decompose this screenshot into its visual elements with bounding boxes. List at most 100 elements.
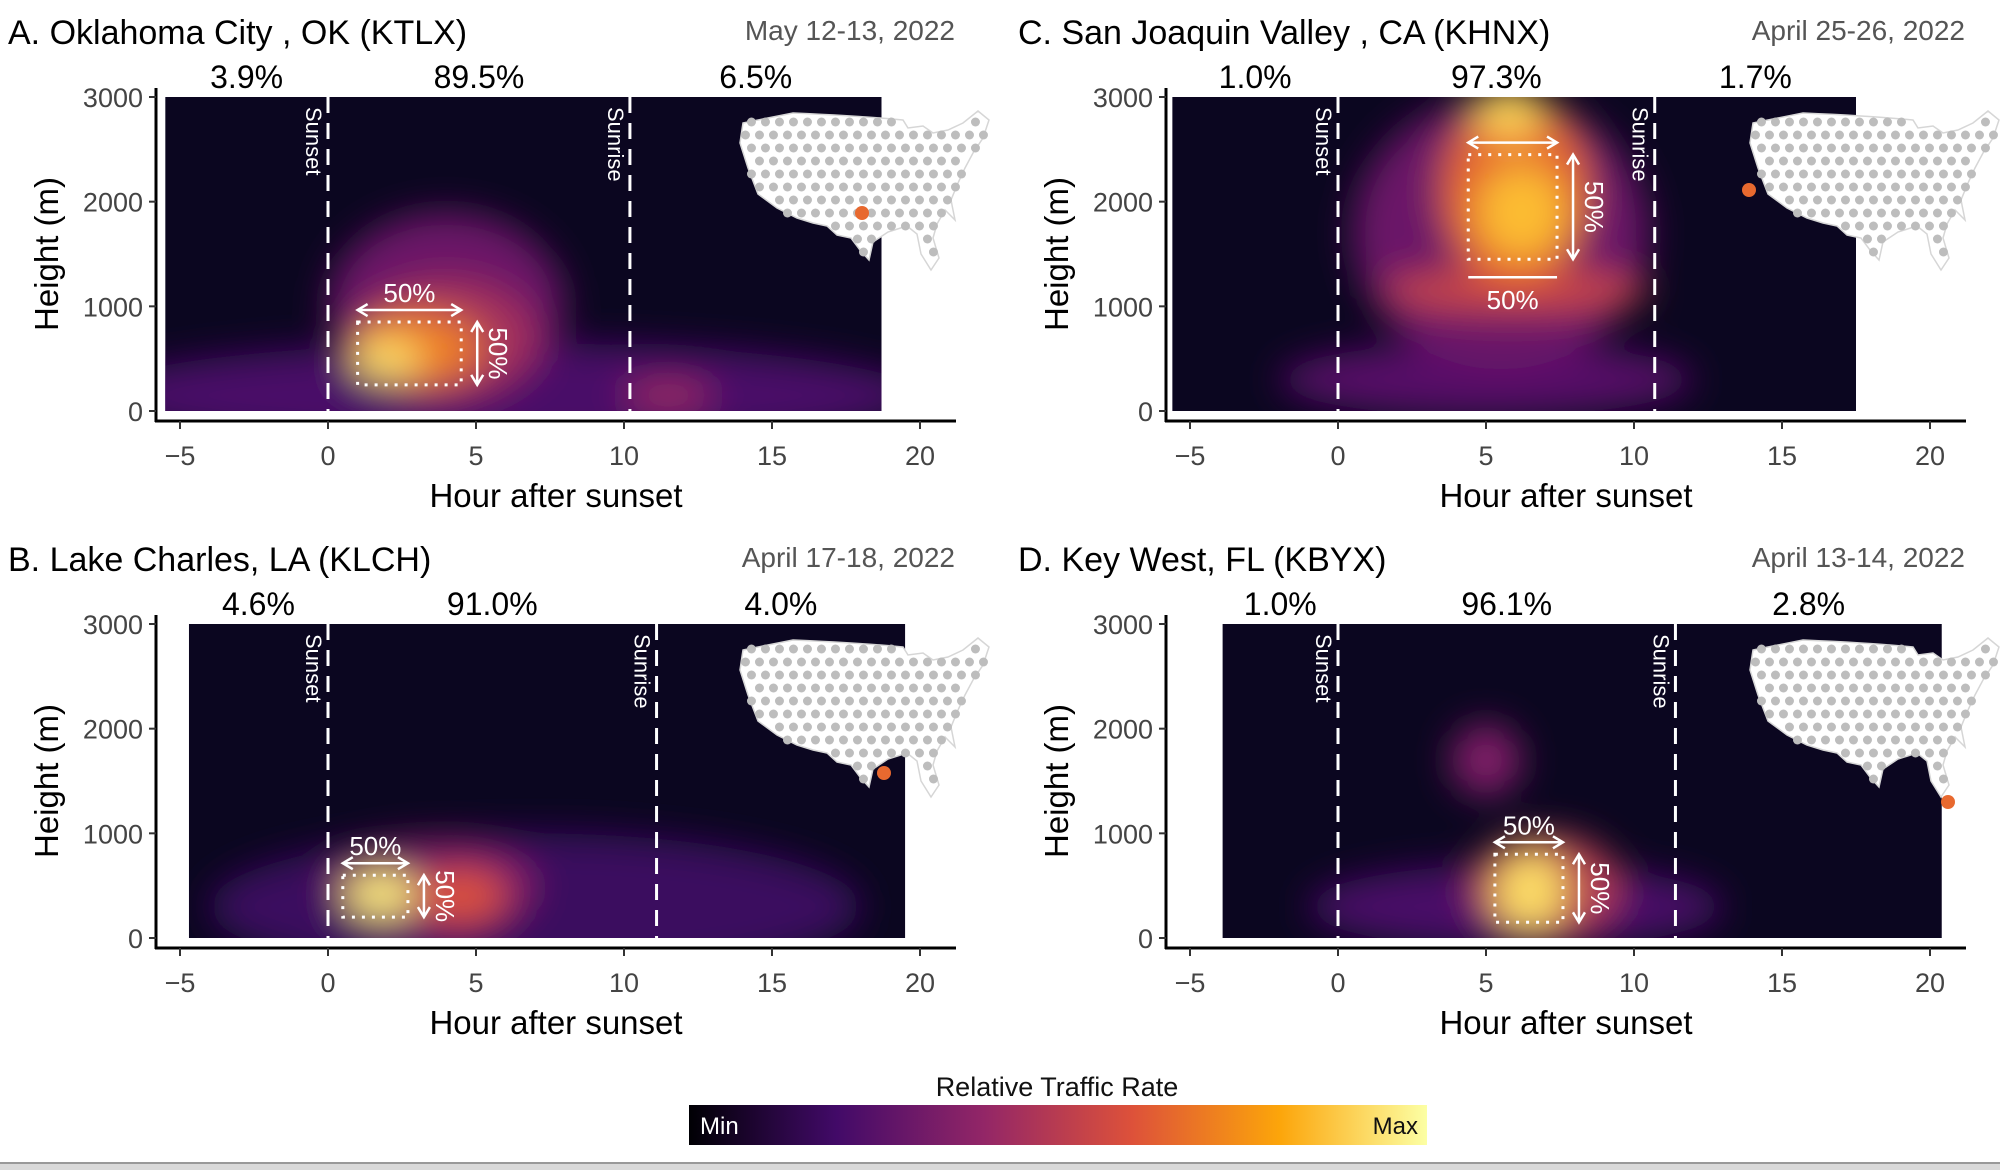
radar-station-dot <box>816 670 826 680</box>
radar-station-dot <box>886 670 896 680</box>
radar-station-dot <box>1840 117 1850 127</box>
radar-station-dot <box>866 657 876 667</box>
radar-station-dot <box>1946 735 1956 745</box>
radar-station-dot <box>894 709 904 719</box>
radar-station-dot <box>1904 709 1914 719</box>
radar-station-dot <box>1840 722 1850 732</box>
radar-station-dot <box>1826 670 1836 680</box>
arrow-heads <box>1565 152 1581 262</box>
radar-station-dot <box>942 670 952 680</box>
panel-date: April 13-14, 2022 <box>1752 542 1965 573</box>
radar-station-dot <box>1806 657 1816 667</box>
radar-station-dot <box>880 182 890 192</box>
radar-station-dot <box>1966 696 1976 706</box>
radar-station-dot <box>880 709 890 719</box>
radar-station-dot <box>886 195 896 205</box>
radar-station-dot <box>802 195 812 205</box>
heatmap <box>1172 97 1856 411</box>
fifty-percent-box <box>1466 153 1559 261</box>
legend-colorbar <box>689 1105 1427 1145</box>
radar-station-dot <box>858 748 868 758</box>
radar-station-dot <box>746 670 756 680</box>
radar-station-dot <box>942 169 952 179</box>
radar-station-dot <box>1868 195 1878 205</box>
period-percent-label: 1.7% <box>1719 59 1792 95</box>
radar-station-dot <box>1882 748 1892 758</box>
radar-station-dot <box>1862 735 1872 745</box>
radar-station-dot <box>1854 748 1864 758</box>
radar-station-dot <box>1826 143 1836 153</box>
radar-station-dot <box>1924 722 1934 732</box>
radar-station-dot <box>1960 156 1970 166</box>
radar-station-dot <box>802 696 812 706</box>
radar-station-dot <box>1918 683 1928 693</box>
x-tick-label: 0 <box>320 968 335 998</box>
box-width-label: 50% <box>383 278 435 308</box>
window-bottom-edge <box>0 1162 2000 1170</box>
radar-station-dot <box>760 696 770 706</box>
radar-station-dot <box>830 696 840 706</box>
radar-station-dot <box>1848 208 1858 218</box>
radar-station-dot <box>1890 657 1900 667</box>
box-width-label: 50% <box>1487 285 1539 315</box>
radar-station-dot <box>768 683 778 693</box>
radar-station-dot <box>1924 143 1934 153</box>
radar-station-dot <box>1924 169 1934 179</box>
radar-station-dot <box>746 169 756 179</box>
radar-station-dot <box>1792 208 1802 218</box>
heatmap-hotspot <box>345 871 417 918</box>
radar-station-dot <box>782 208 792 218</box>
radar-station-dot <box>1840 748 1850 758</box>
radar-station-dot <box>1784 670 1794 680</box>
radar-station-dot <box>928 221 938 231</box>
radar-station-dot <box>908 130 918 140</box>
radar-station-dot <box>1792 709 1802 719</box>
period-percent-label: 6.5% <box>719 59 792 95</box>
radar-station-dot <box>830 169 840 179</box>
y-axis-title: Height (m) <box>28 704 65 858</box>
sunrise-label: Sunrise <box>603 107 628 182</box>
radar-station-dot <box>922 683 932 693</box>
radar-station-dot <box>1854 722 1864 732</box>
x-tick-label: 20 <box>1915 968 1945 998</box>
y-tick-label: 2000 <box>83 715 143 745</box>
radar-station-dot <box>802 644 812 654</box>
radar-station-dot <box>1868 644 1878 654</box>
radar-station-dot <box>1980 117 1990 127</box>
radar-station-dot <box>1910 221 1920 231</box>
radar-station-dot <box>942 195 952 205</box>
radar-station-dot <box>760 169 770 179</box>
radar-station-dot <box>900 670 910 680</box>
radar-station-dot <box>788 722 798 732</box>
radar-station-dot <box>936 182 946 192</box>
radar-station-dot <box>914 195 924 205</box>
radar-station-dot <box>788 143 798 153</box>
radar-station-dot <box>950 709 960 719</box>
radar-station-dot <box>824 156 834 166</box>
radar-station-dot <box>1770 696 1780 706</box>
radar-station-dot <box>880 130 890 140</box>
sunrise-label: Sunrise <box>1648 634 1673 709</box>
radar-station-dot <box>956 169 966 179</box>
radar-station-dot <box>872 221 882 231</box>
radar-station-dot <box>810 657 820 667</box>
radar-station-dot <box>802 143 812 153</box>
radar-station-dot <box>936 683 946 693</box>
radar-station-dot <box>1862 130 1872 140</box>
radar-station-dot <box>796 130 806 140</box>
radar-station-dot <box>1820 208 1830 218</box>
radar-station-dot <box>1946 130 1956 140</box>
radar-station-dot <box>830 670 840 680</box>
radar-station-dot <box>810 130 820 140</box>
radar-station-dot <box>824 709 834 719</box>
radar-station-dot <box>1882 143 1892 153</box>
radar-station-dot <box>858 221 868 231</box>
panel-date: April 25-26, 2022 <box>1752 15 1965 46</box>
radar-station-dot <box>782 709 792 719</box>
radar-station-dot <box>908 657 918 667</box>
radar-station-dot <box>754 130 764 140</box>
radar-station-dot <box>1938 774 1948 784</box>
heatmap-hotspot <box>1382 269 1649 312</box>
box-height-label: 50% <box>1579 181 1609 233</box>
y-tick-label: 0 <box>128 397 143 427</box>
